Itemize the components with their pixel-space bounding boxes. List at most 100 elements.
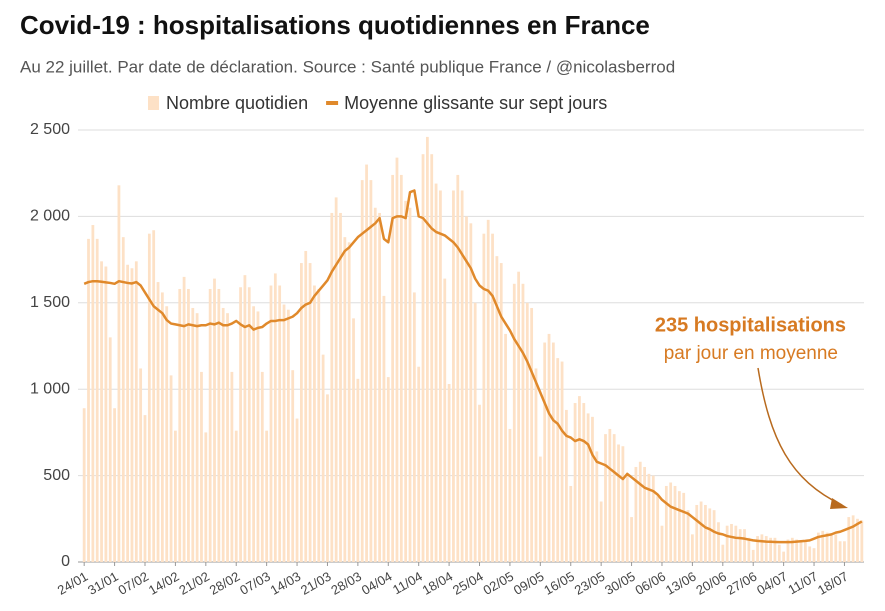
bar [152,230,156,562]
x-tick-label: 28/02 [207,569,243,598]
bar [360,180,364,562]
annotation-title: 235 hospitalisations [655,314,846,336]
x-tick-label: 04/07 [754,569,790,598]
bar [551,342,555,562]
bar [347,242,351,562]
bar [108,337,112,562]
x-tick-label: 02/05 [480,569,516,598]
bar [664,485,668,562]
bar [599,501,603,562]
x-tick-label: 18/04 [420,569,456,598]
bar [851,515,855,562]
bar [326,394,329,562]
bar [747,537,751,562]
bar [547,333,551,562]
x-tick-label: 21/03 [298,569,334,598]
bar [751,549,755,562]
legend-label: Moyenne glissante sur sept jours [344,93,607,113]
bar [764,536,768,562]
x-tick-label: 30/05 [602,569,638,598]
y-tick-label: 2 000 [30,208,70,225]
bar [673,485,677,562]
bar [651,475,655,562]
bar [643,466,646,562]
bar [560,361,564,562]
bar [404,200,408,562]
bar [313,285,316,562]
x-tick-label: 14/03 [268,569,304,598]
bar [87,238,90,562]
bar [182,276,186,562]
y-tick-label: 0 [61,553,70,570]
bar [473,302,477,562]
bar [365,164,368,562]
bar [265,430,269,562]
bar [156,282,160,562]
legend: Nombre quotidien Moyenne glissante sur se… [148,93,607,113]
chart-title: Covid-19 : hospitalisations quotidiennes… [20,10,650,40]
bar [816,532,820,562]
bar [604,434,607,562]
bar [317,288,321,562]
bar [447,384,451,562]
x-tick-label: 28/03 [328,569,364,598]
bar [126,264,130,562]
x-tick-label: 21/02 [176,569,212,598]
bar [213,278,216,562]
bar [334,197,338,562]
bar [569,485,573,562]
bar [717,522,720,562]
annotation-arrow [757,367,843,506]
bar [491,233,494,562]
bar [725,525,729,562]
bar [630,517,633,562]
bar [860,520,864,562]
bar [786,539,790,562]
x-tick-label: 04/04 [359,569,395,598]
bar [743,529,746,562]
bar [356,378,360,562]
bar [369,180,373,562]
bar [200,371,203,562]
bar [174,430,177,562]
bar [790,537,794,562]
bar [712,510,716,562]
bar [565,409,568,562]
x-tick-label: 13/06 [663,569,699,598]
bar [591,416,594,562]
bar [617,444,620,562]
bar [847,517,851,562]
bar [421,154,425,562]
bar [730,523,733,562]
x-tick-label: 09/05 [511,569,547,598]
bar [682,492,686,562]
bar [738,529,742,562]
bar [573,403,577,562]
x-tick-label: 24/01 [55,569,91,598]
y-tick-label: 2 500 [30,121,70,138]
x-tick-label: 31/01 [85,569,121,598]
x-tick-label: 07/03 [237,569,273,598]
bar [486,219,490,562]
bar [808,546,812,562]
bar [304,250,308,562]
bar [308,263,312,562]
bar [273,273,277,562]
bar [856,518,859,562]
bar [425,136,429,563]
bar [239,287,242,562]
bar [478,404,481,562]
bar [373,207,377,562]
bar [777,544,781,562]
bar [660,525,664,562]
bar [782,551,786,562]
bar [165,306,169,562]
bar [139,368,143,562]
bar [465,216,468,562]
x-tick-label: 23/05 [572,569,608,598]
legend-swatch [148,96,159,110]
bar [543,342,547,562]
bar [691,534,694,562]
bar [443,278,447,562]
